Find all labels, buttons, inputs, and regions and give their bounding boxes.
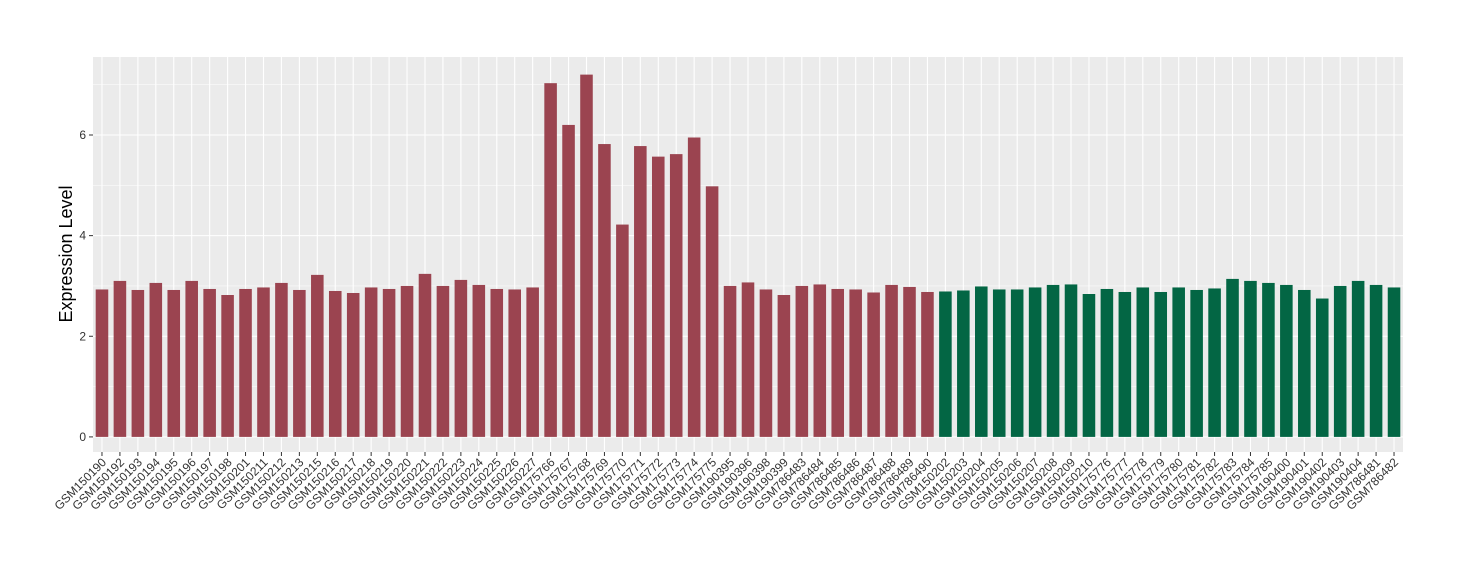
bar-GSM150212 xyxy=(275,282,288,437)
bar-GSM150211 xyxy=(257,287,270,437)
bar-GSM190395 xyxy=(723,285,737,437)
bar-GSM786485 xyxy=(831,288,845,437)
bar-GSM786489 xyxy=(903,286,916,437)
bar-GSM150216 xyxy=(328,290,342,437)
bar-GSM175772 xyxy=(651,156,665,437)
bar-GSM175785 xyxy=(1262,282,1275,437)
bar-GSM175777 xyxy=(1118,291,1132,437)
bar-GSM150205 xyxy=(992,289,1006,437)
bar-GSM150207 xyxy=(1028,287,1042,437)
y-axis-title: Expression Level xyxy=(56,185,76,322)
bar-GSM175776 xyxy=(1100,288,1114,437)
bar-GSM150210 xyxy=(1082,294,1096,437)
bar-GSM175768 xyxy=(580,74,593,437)
bar-GSM786482 xyxy=(1387,287,1401,437)
bar-GSM786486 xyxy=(849,289,862,437)
bar-GSM150196 xyxy=(185,280,198,437)
bar-GSM175778 xyxy=(1136,287,1150,437)
bar-GSM150218 xyxy=(364,287,378,437)
bar-GSM150192 xyxy=(113,280,127,437)
bar-GSM786488 xyxy=(885,284,898,437)
bar-GSM150217 xyxy=(346,292,360,437)
bar-GSM175774 xyxy=(687,137,701,437)
bar-GSM175775 xyxy=(705,186,719,437)
bar-GSM190402 xyxy=(1315,298,1329,437)
bar-GSM175766 xyxy=(544,83,557,437)
bar-GSM175773 xyxy=(669,154,683,437)
bar-GSM150194 xyxy=(149,282,163,437)
bar-GSM175783 xyxy=(1226,278,1239,437)
bar-GSM190401 xyxy=(1298,289,1311,437)
bar-GSM150221 xyxy=(418,273,432,437)
bar-GSM150195 xyxy=(167,289,181,437)
bar-GSM190398 xyxy=(759,289,773,437)
bar-GSM786481 xyxy=(1369,284,1383,437)
y-tick-label: 4 xyxy=(79,229,86,243)
bar-GSM150209 xyxy=(1064,284,1078,437)
bar-GSM150227 xyxy=(526,287,539,437)
bar-series xyxy=(95,74,1401,437)
bar-GSM150220 xyxy=(400,285,414,437)
bar-GSM150201 xyxy=(239,288,252,437)
bar-GSM150197 xyxy=(203,288,216,437)
bar-GSM786483 xyxy=(795,285,809,437)
bar-GSM175767 xyxy=(562,124,575,437)
bar-GSM786487 xyxy=(867,292,880,437)
bar-GSM175770 xyxy=(616,224,629,437)
bar-GSM150198 xyxy=(221,295,234,437)
bar-GSM150226 xyxy=(508,289,521,437)
bar-GSM190404 xyxy=(1351,280,1365,437)
bar-GSM175784 xyxy=(1244,280,1257,437)
bar-GSM150190 xyxy=(95,289,109,437)
bar-GSM150213 xyxy=(293,289,306,437)
bar-GSM175779 xyxy=(1154,291,1168,437)
y-axis: 0 2 4 6 xyxy=(79,128,93,444)
bar-GSM190396 xyxy=(741,282,755,437)
bar-GSM150222 xyxy=(436,285,450,437)
bar-GSM190403 xyxy=(1333,285,1347,437)
bar-GSM190399 xyxy=(777,295,791,437)
bar-GSM150215 xyxy=(311,274,324,437)
bar-GSM175782 xyxy=(1208,288,1221,437)
bar-GSM175780 xyxy=(1172,287,1185,437)
x-axis: GSM150190GSM150192GSM150193GSM150194GSM1… xyxy=(52,452,1401,513)
bar-GSM150193 xyxy=(131,289,145,437)
bar-GSM150224 xyxy=(472,284,486,437)
y-tick-label: 6 xyxy=(79,128,86,142)
y-tick-label: 0 xyxy=(79,430,86,444)
bar-GSM150203 xyxy=(957,290,970,437)
bar-GSM175781 xyxy=(1190,289,1203,437)
bar-GSM150225 xyxy=(490,288,504,437)
bar-GSM190400 xyxy=(1280,284,1293,437)
y-tick-label: 2 xyxy=(79,329,86,343)
bar-GSM786484 xyxy=(813,284,827,437)
bar-GSM786490 xyxy=(921,291,934,437)
bar-GSM150206 xyxy=(1010,289,1024,437)
bar-GSM150202 xyxy=(939,291,952,437)
bar-GSM175771 xyxy=(634,146,647,437)
bar-GSM150204 xyxy=(975,286,988,437)
bar-GSM150208 xyxy=(1046,284,1060,437)
bar-GSM150223 xyxy=(454,279,468,437)
bar-GSM175769 xyxy=(598,144,611,437)
bar-GSM150219 xyxy=(382,288,396,437)
